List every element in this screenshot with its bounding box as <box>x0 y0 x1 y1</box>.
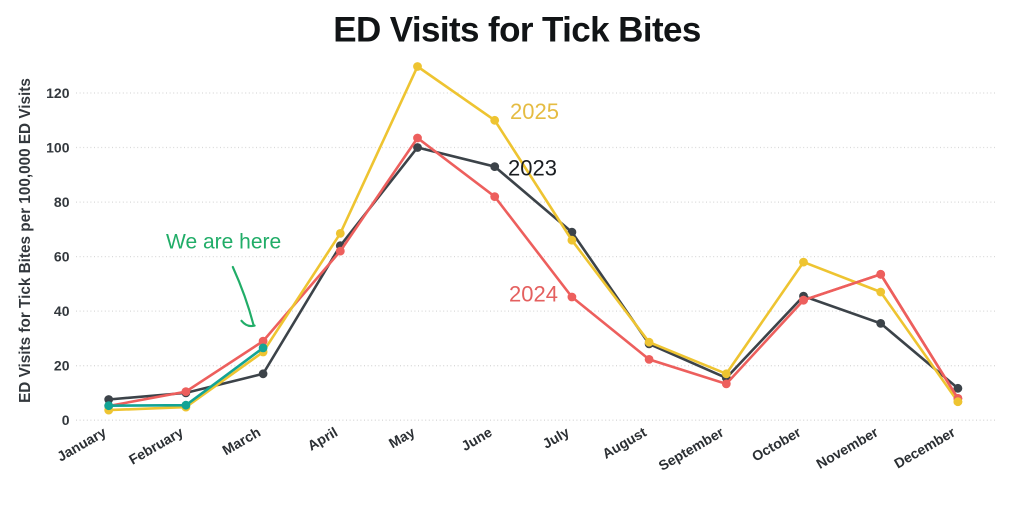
svg-text:ED Visits for Tick Bites per 1: ED Visits for Tick Bites per 100,000 ED … <box>17 78 34 403</box>
svg-text:20: 20 <box>54 358 70 374</box>
svg-text:100: 100 <box>46 140 70 156</box>
svg-text:120: 120 <box>46 85 70 101</box>
svg-text:0: 0 <box>62 412 70 428</box>
svg-text:40: 40 <box>54 303 70 319</box>
svg-text:2025: 2025 <box>510 99 559 124</box>
svg-text:2023: 2023 <box>508 156 557 181</box>
svg-text:80: 80 <box>54 194 70 210</box>
svg-text:ED Visits for Tick Bites: ED Visits for Tick Bites <box>333 11 701 50</box>
svg-text:We are here: We are here <box>166 231 281 254</box>
svg-text:60: 60 <box>54 249 70 265</box>
svg-text:2024: 2024 <box>509 282 558 307</box>
